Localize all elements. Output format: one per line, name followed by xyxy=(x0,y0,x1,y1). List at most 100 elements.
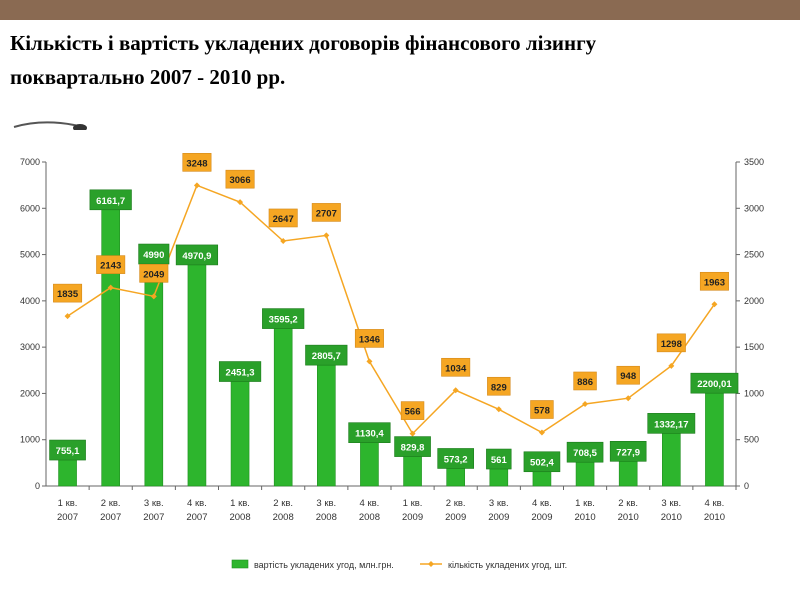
bar-data-label-4: 2451,3 xyxy=(226,368,255,379)
line-label-box-11 xyxy=(530,400,554,419)
line-label-box-7 xyxy=(354,329,384,348)
line-data-label-1: 2143 xyxy=(100,261,121,272)
line-data-label-2: 2049 xyxy=(143,269,164,280)
title-line-2: поквартально 2007 - 2010 рр. xyxy=(10,65,286,89)
x-tick-label-year: 2008 xyxy=(273,512,294,523)
x-tick-label-quarter: 1 кв. xyxy=(575,498,595,509)
x-tick-label-quarter: 3 кв. xyxy=(489,498,509,509)
bar-label-box-12 xyxy=(566,441,604,463)
x-tick-label-quarter: 4 кв. xyxy=(532,498,552,509)
bar-value-4 xyxy=(230,372,250,487)
x-tick-label-quarter: 4 кв. xyxy=(360,498,380,509)
left-tick-label: 2000 xyxy=(20,388,40,398)
leasing-chart: 0 1000 2000 3000 4000 5000 6000 7000 0 500 1000 150… xyxy=(20,153,764,570)
bar-value-1 xyxy=(101,200,120,487)
x-tick-label-quarter: 4 кв. xyxy=(187,498,207,509)
x-tick-label-quarter: 2 кв. xyxy=(618,498,638,509)
count-point-14 xyxy=(668,362,675,369)
line-label-box-0 xyxy=(53,283,83,303)
count-point-8 xyxy=(409,430,416,437)
count-point-12 xyxy=(582,400,589,407)
line-data-label-0: 1835 xyxy=(57,289,79,300)
x-tick-label-quarter: 3 кв. xyxy=(144,498,164,509)
count-point-15 xyxy=(711,301,718,308)
left-tick-label: 0 xyxy=(35,481,40,491)
x-tick-label-quarter: 2 кв. xyxy=(446,498,466,509)
right-tick-label: 3000 xyxy=(744,203,764,213)
line-data-label-5: 2647 xyxy=(273,214,294,225)
bar-data-label-11: 502,4 xyxy=(530,458,554,469)
x-tick-label-year: 2010 xyxy=(618,512,639,523)
bar-data-label-8: 829,8 xyxy=(401,443,425,454)
bar-data-label-12: 708,5 xyxy=(573,448,597,459)
x-tick-label-quarter: 3 кв. xyxy=(661,498,681,509)
x-tick-label-year: 2009 xyxy=(445,512,466,523)
left-tick-label: 5000 xyxy=(20,250,40,260)
bar-value-15 xyxy=(705,383,724,487)
bar-label-box-5 xyxy=(262,308,305,329)
right-tick-label: 2000 xyxy=(744,296,764,306)
line-data-label-14: 1298 xyxy=(661,339,682,350)
bar-data-label-6: 2805,7 xyxy=(312,351,341,362)
line-label-box-12 xyxy=(573,371,597,391)
bar-data-label-3: 4970,9 xyxy=(182,251,211,262)
x-tick-label-year: 2010 xyxy=(704,512,725,523)
line-label-box-15 xyxy=(699,271,729,291)
bar-data-label-14: 1332,17 xyxy=(654,419,688,430)
line-label-box-14 xyxy=(656,333,686,353)
right-tick-label: 2500 xyxy=(744,250,764,260)
bar-value-2 xyxy=(144,254,164,487)
count-point-6 xyxy=(323,232,330,239)
chart-panel: 0 1000 2000 3000 4000 5000 6000 7000 0 500 1000 150… xyxy=(8,130,780,600)
line-data-label-6: 2707 xyxy=(316,208,337,219)
right-tick-label: 1000 xyxy=(744,388,764,398)
line-label-box-4 xyxy=(225,169,255,189)
bar-label-box-4 xyxy=(218,361,262,382)
count-point-4 xyxy=(237,199,244,206)
right-tick-label: 1500 xyxy=(744,342,764,352)
left-tick-label: 3000 xyxy=(20,342,40,352)
bar-value-5 xyxy=(273,319,293,487)
bar-label-box-7 xyxy=(348,422,391,443)
bar-label-box-14 xyxy=(647,413,696,434)
bar-label-box-15 xyxy=(690,372,739,394)
bar-data-label-9: 573,2 xyxy=(444,454,468,465)
x-tick-label-quarter: 1 кв. xyxy=(230,498,250,509)
line-data-label-11: 578 xyxy=(534,405,550,416)
count-point-13 xyxy=(625,395,632,402)
right-tick-label: 0 xyxy=(744,481,749,491)
x-tick-label-year: 2008 xyxy=(316,512,337,523)
line-data-label-7: 1346 xyxy=(359,334,380,345)
legend-line-marker xyxy=(428,561,434,567)
count-point-7 xyxy=(366,358,373,365)
line-label-box-10 xyxy=(487,376,511,396)
count-series-line xyxy=(67,184,716,435)
x-tick-label-year: 2009 xyxy=(488,512,509,523)
page-title: Кількість і вартість укладених договорів… xyxy=(10,26,770,94)
bar-label-box-1 xyxy=(89,189,132,211)
bar-data-label-10: 561 xyxy=(491,455,508,466)
bar-label-box-11 xyxy=(523,451,561,473)
count-point-5 xyxy=(280,237,287,244)
x-tick-label-year: 2010 xyxy=(574,512,595,523)
x-tick-label-year: 2008 xyxy=(359,512,380,523)
line-data-label-10: 829 xyxy=(491,382,507,393)
bar-label-box-0 xyxy=(49,439,86,461)
bar-value-3 xyxy=(187,255,207,487)
legend-line-label: кількість укладених угод, шт. xyxy=(448,560,567,570)
count-point-0 xyxy=(64,313,71,320)
bar-data-label-7: 1130,4 xyxy=(355,429,384,440)
x-tick-label-year: 2007 xyxy=(57,512,78,523)
left-tick-label: 7000 xyxy=(20,157,40,167)
bar-data-label-15: 2200,01 xyxy=(697,379,732,390)
bar-data-label-1: 6161,7 xyxy=(96,196,125,207)
x-tick-label-year: 2008 xyxy=(229,512,250,523)
line-label-box-9 xyxy=(441,357,471,377)
bar-data-label-13: 727,9 xyxy=(616,447,640,458)
count-point-1 xyxy=(107,284,114,291)
count-point-9 xyxy=(452,387,459,394)
bar-value-6 xyxy=(317,355,336,487)
legend-bar-label: вартість укладених угод, млн.грн. xyxy=(254,560,394,570)
x-tick-label-year: 2009 xyxy=(402,512,423,523)
count-point-10 xyxy=(495,406,502,413)
